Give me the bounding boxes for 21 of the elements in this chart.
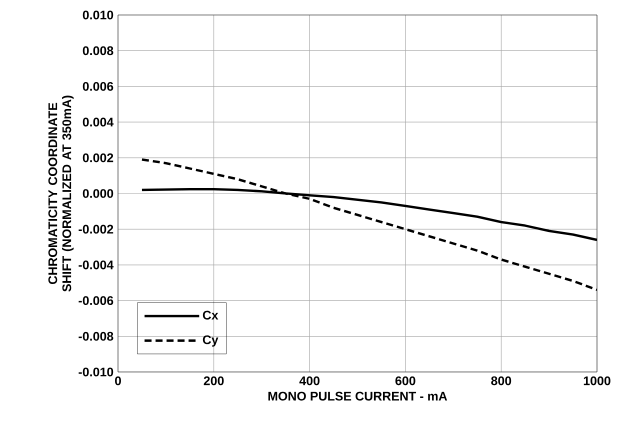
x-tick-label: 1000: [584, 376, 610, 386]
x-tick-label: 400: [299, 376, 320, 386]
y-tick-label: -0.010: [78, 368, 114, 376]
legend-label: Cx: [202, 310, 218, 320]
y-tick-label: 0.010: [82, 10, 114, 20]
y-tick-label: 0.004: [82, 118, 114, 127]
x-tick-label: 800: [491, 376, 512, 386]
y-tick-label: -0.006: [78, 296, 114, 306]
x-tick-label: 0: [115, 376, 121, 386]
y-tick-label: 0.006: [82, 82, 114, 91]
x-axis-title: MONO PULSE CURRENT - mA: [268, 392, 448, 401]
y-axis-title: CHROMATICITY COORDINATE SHIFT (NORMALIZED AT 350mA): [48, 96, 74, 292]
y-tick-label: -0.002: [78, 224, 114, 234]
y-tick-label: -0.008: [78, 332, 114, 341]
y-tick-label: 0.000: [82, 189, 114, 198]
x-tick-label: 600: [395, 376, 416, 386]
y-tick-label: 0.008: [82, 46, 114, 56]
y-tick-label: -0.004: [78, 260, 114, 270]
legend-label: Cy: [202, 335, 218, 347]
x-tick-label: 200: [204, 376, 224, 386]
y-tick-label: 0.002: [82, 153, 114, 162]
